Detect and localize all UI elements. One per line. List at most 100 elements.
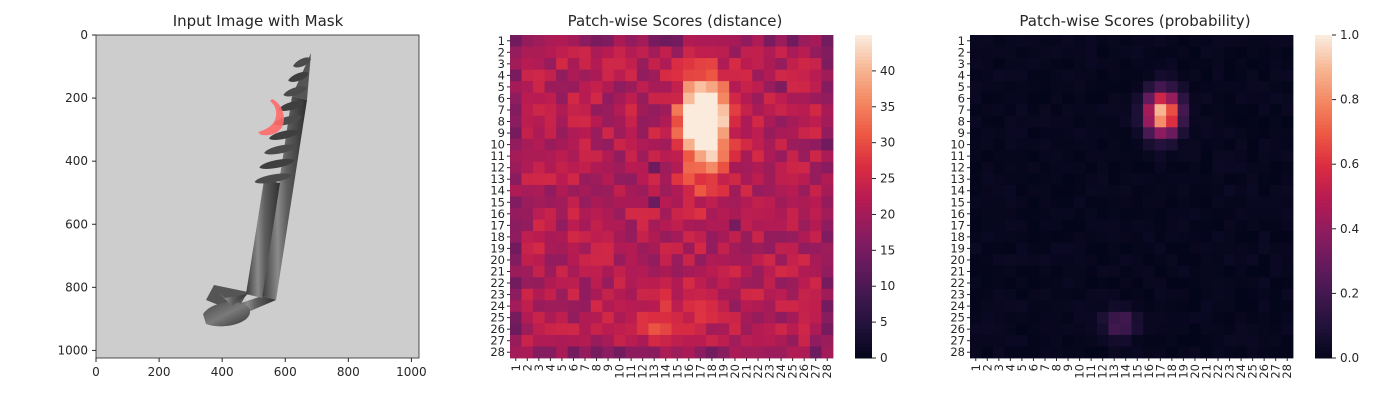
heatmap-cell (717, 254, 730, 267)
heatmap-cell (763, 69, 776, 82)
heatmap-cell (1073, 334, 1086, 347)
heatmap-cell (809, 92, 822, 105)
colorbar-segment (1315, 275, 1332, 280)
heatmap-cell (1050, 277, 1063, 290)
heatmap-cell (1096, 346, 1109, 359)
heatmap-cell (717, 92, 730, 105)
colorbar-segment (1315, 246, 1332, 251)
heatmap-cell (775, 58, 788, 71)
heatmap-cell (544, 150, 557, 163)
heatmap-cell (567, 173, 580, 186)
heatmap-cell (556, 104, 569, 117)
heatmap-cell (970, 323, 982, 336)
heatmap-cell (671, 334, 684, 347)
colorbar-tick-label: 35 (880, 100, 895, 114)
heatmap-cell (1062, 231, 1075, 244)
colorbar-segment (855, 160, 872, 165)
heatmap-cell (1258, 138, 1271, 151)
row-tick-label: 21 (490, 264, 505, 278)
colorbar-segment (1315, 332, 1332, 337)
heatmap-cell (763, 300, 776, 313)
heatmap-cell (1085, 311, 1098, 324)
heatmap-cell (775, 92, 788, 105)
heatmap-cell (1246, 208, 1259, 220)
heatmap-cell (1085, 242, 1098, 255)
heatmap-cell (1258, 219, 1271, 232)
heatmap-cell (602, 184, 615, 197)
heatmap-cell (1050, 323, 1063, 336)
row-tick-label: 13 (490, 172, 505, 186)
heatmap-cell (1039, 161, 1052, 174)
heatmap-cell (809, 161, 822, 174)
heatmap-cell (556, 184, 569, 197)
heatmap-cell (1166, 208, 1179, 220)
heatmap-cell (590, 254, 603, 267)
colorbar-segment (855, 218, 872, 223)
heatmap-cell (1039, 196, 1052, 209)
heatmap-cell (763, 196, 776, 209)
heatmap-cell (1050, 104, 1063, 117)
heatmap-cell (717, 69, 730, 82)
heatmap-cell (636, 242, 649, 255)
probability-heatmap (970, 35, 1294, 359)
heatmap-cell (648, 46, 661, 59)
colorbar-segment (855, 99, 872, 104)
heatmap-cell (752, 161, 765, 174)
heatmap-cell (821, 58, 834, 71)
colorbar-tick-label: 25 (880, 172, 895, 186)
heatmap-cell (1004, 104, 1017, 117)
heatmap-cell (1189, 81, 1202, 94)
heatmap-cell (717, 104, 730, 117)
heatmap-cell (981, 265, 994, 278)
heatmap-cell (1039, 150, 1052, 163)
heatmap-cell (1096, 208, 1109, 220)
colorbar-segment (1315, 279, 1332, 284)
heatmap-cell (1119, 300, 1132, 313)
heatmap-cell (1016, 69, 1029, 82)
heatmap-cell (775, 35, 788, 47)
heatmap-cell (659, 265, 672, 278)
heatmap-cell (1108, 196, 1121, 209)
heatmap-cell (993, 115, 1006, 128)
heatmap-cell (1062, 346, 1075, 359)
heatmap-cell (752, 346, 765, 359)
heatmap-cell (1189, 242, 1202, 255)
heatmap-cell (740, 161, 753, 174)
heatmap-cell (659, 92, 672, 105)
heatmap-cell (1108, 104, 1121, 117)
heatmap-cell (1281, 58, 1294, 71)
heatmap-cell (1050, 254, 1063, 267)
heatmap-cell (1246, 104, 1259, 117)
heatmap-cell (1108, 184, 1121, 197)
heatmap-cell (706, 46, 719, 59)
heatmap-cell (567, 277, 580, 290)
heatmap-cell (1212, 150, 1225, 163)
heatmap-cell (1223, 58, 1236, 71)
heatmap-cell (1166, 231, 1179, 244)
heatmap-cell (1016, 208, 1029, 220)
heatmap-cell (1131, 288, 1144, 301)
colorbar-segment (855, 350, 872, 355)
heatmap-cell (602, 138, 615, 151)
heatmap-cell (613, 161, 626, 174)
heatmap-cell (556, 58, 569, 71)
heatmap-cell (729, 104, 742, 117)
colorbar-segment (855, 314, 872, 320)
heatmap-cell (981, 242, 994, 255)
heatmap-cell (556, 196, 569, 209)
heatmap-cell (683, 150, 695, 163)
heatmap-cell (579, 104, 592, 117)
heatmap-cell (1258, 58, 1271, 71)
heatmap-cell (1085, 300, 1098, 313)
heatmap-cell (625, 277, 638, 290)
heatmap-cell (1200, 219, 1213, 232)
heatmap-cell (590, 231, 603, 244)
heatmap-cell (1119, 138, 1132, 151)
heatmap-cell (752, 288, 765, 301)
heatmap-cell (648, 161, 661, 174)
heatmap-cell (683, 92, 695, 105)
heatmap-cell (1119, 115, 1132, 128)
heatmap-cell (1143, 265, 1155, 278)
heatmap-cell (567, 265, 580, 278)
colorbar-segment (855, 142, 872, 147)
